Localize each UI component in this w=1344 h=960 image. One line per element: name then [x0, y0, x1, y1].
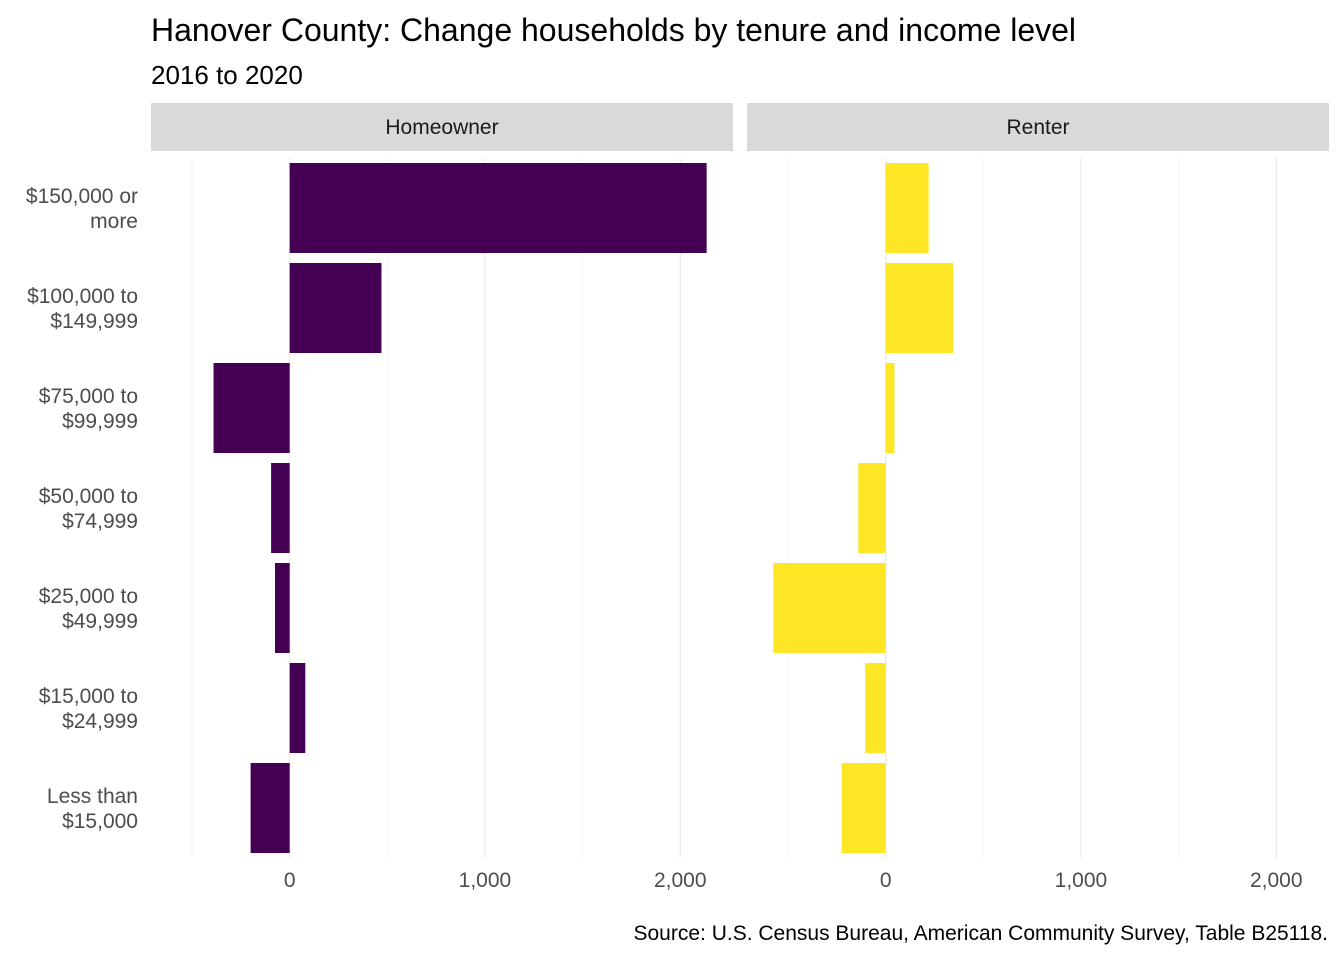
source-caption: Source: U.S. Census Bureau, American Com… [633, 922, 1328, 945]
x-tick-label: 0 [284, 869, 296, 892]
facet-strip-label: Renter [1006, 116, 1069, 139]
bar [841, 763, 886, 853]
facet-strip-label: Homeowner [385, 116, 498, 139]
x-tick-label: 1,000 [1055, 869, 1108, 892]
bar [858, 463, 886, 553]
x-tick-label: 2,000 [654, 869, 707, 892]
bar [865, 663, 886, 753]
facet-strip-0 [151, 103, 733, 151]
bar [885, 263, 954, 353]
y-tick-label: Less than $15,000 [47, 785, 138, 833]
x-tick-label: 0 [880, 869, 892, 892]
bar [275, 563, 290, 653]
bar [289, 263, 382, 353]
y-tick-label: $50,000 to $74,999 [39, 485, 138, 533]
x-tick-label: 2,000 [1250, 869, 1303, 892]
bar [271, 463, 290, 553]
bar [289, 663, 306, 753]
bar [773, 563, 886, 653]
y-tick-label: $150,000 or more [26, 185, 138, 233]
y-tick-label: $25,000 to $49,999 [39, 585, 138, 633]
chart-subtitle: 2016 to 2020 [151, 60, 303, 90]
y-tick-label: $75,000 to $99,999 [39, 385, 138, 433]
bar [250, 763, 290, 853]
x-tick-label: 1,000 [459, 869, 512, 892]
bar [885, 163, 929, 253]
y-tick-label: $15,000 to $24,999 [39, 685, 138, 733]
bar [885, 363, 895, 453]
bar [289, 163, 707, 253]
facet-strip-1 [747, 103, 1329, 151]
chart-title: Hanover County: Change households by ten… [151, 12, 1077, 48]
y-tick-label: $100,000 to $149,999 [27, 285, 138, 333]
bar [213, 363, 290, 453]
